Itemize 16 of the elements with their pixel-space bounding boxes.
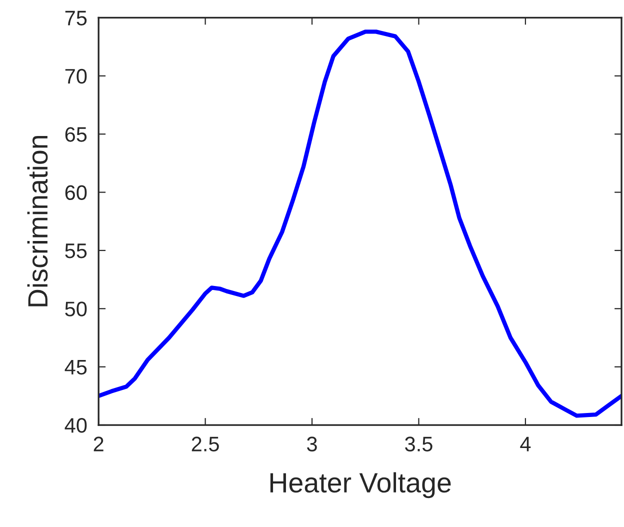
y-tick-label: 40 (64, 418, 87, 433)
y-tick-label: 60 (65, 185, 87, 200)
x-tick-label: 3.5 (405, 436, 432, 452)
y-tick-label: 50 (65, 302, 87, 316)
x-tick-label: 4 (520, 436, 531, 452)
x-axis-title: Heater Voltage (270, 472, 451, 498)
x-tick-label: 2.5 (192, 436, 219, 452)
line-series (98, 30, 622, 418)
y-axis-title: Discrimination (27, 136, 48, 306)
x-tick-label: 2 (94, 436, 104, 452)
y-tick-label: 75 (65, 10, 87, 26)
x-tick-label: 3 (307, 436, 317, 452)
y-tick-label: 55 (65, 244, 87, 258)
y-tick-label: 65 (65, 127, 87, 142)
y-tick-label: 70 (65, 68, 87, 84)
y-tick-label: 45 (64, 360, 87, 375)
